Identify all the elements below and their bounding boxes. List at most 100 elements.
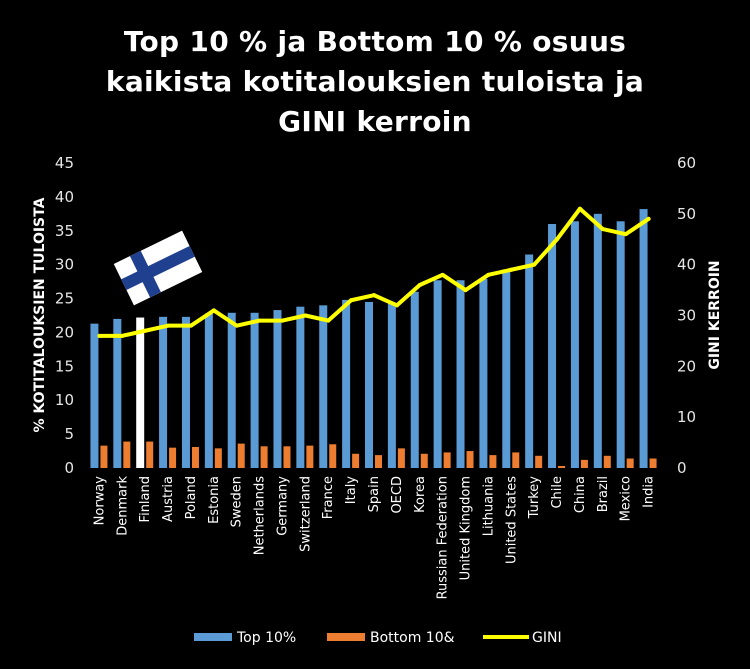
gini-point <box>532 262 537 267</box>
category-label: Austria <box>161 476 176 522</box>
bar-top10-france <box>319 305 328 468</box>
bar-bottom10-denmark <box>123 441 131 468</box>
gini-point <box>417 283 422 287</box>
bar-top10-germany <box>273 310 282 468</box>
gini-point <box>555 237 560 242</box>
bar-top10-korea <box>410 291 419 468</box>
chart-title-line: kaikista kotitalouksien tuloista ja <box>105 65 645 98</box>
category-label: Korea <box>413 476 428 513</box>
left-tick-label: 25 <box>55 290 74 308</box>
category-label: Brazil <box>596 476 611 512</box>
bar-bottom10-netherlands <box>260 446 268 468</box>
left-tick-label: 20 <box>55 323 74 341</box>
bar-top10-norway <box>90 323 99 468</box>
gini-point <box>646 216 651 221</box>
bar-top10-italy <box>342 299 351 468</box>
bar-top10-china <box>570 221 579 468</box>
bar-top10-oecd <box>387 303 396 468</box>
right-tick-label: 10 <box>677 408 696 426</box>
category-label: Estonia <box>207 476 222 524</box>
left-tick-label: 5 <box>64 425 74 443</box>
flag-cross-horizontal <box>121 245 195 291</box>
gini-point <box>349 298 354 303</box>
gini-line-series <box>97 206 651 338</box>
category-label: Sweden <box>230 476 245 527</box>
bar-top10-estonia <box>204 313 213 468</box>
bar-top10-russian-federation <box>433 280 442 468</box>
category-label: United States <box>504 476 519 564</box>
gini-point <box>97 333 102 338</box>
bar-top10-united-kingdom <box>456 280 465 468</box>
bar-top10-sweden <box>227 312 236 468</box>
bar-top10-switzerland <box>296 306 305 468</box>
bar-bottom10-estonia <box>214 448 222 468</box>
bar-bottom10-sweden <box>237 443 245 468</box>
chart-title-line: Top 10 % ja Bottom 10 % osuus <box>123 25 627 58</box>
category-label: France <box>321 476 336 519</box>
bar-top10-austria <box>159 316 168 468</box>
bar-bottom10-united-kingdom <box>466 451 474 468</box>
gini-point <box>257 318 262 323</box>
bar-top10-brazil <box>593 213 602 468</box>
gini-point <box>188 323 193 328</box>
left-axis-label: % KOTITALOUKSIEN TULOISTA <box>32 197 48 432</box>
category-label: Spain <box>367 476 382 512</box>
left-tick-label: 45 <box>55 154 74 172</box>
top10-bars <box>90 209 648 469</box>
gini-point <box>303 313 308 318</box>
left-axis-ticks: 0 5 10 15 20 25 30 35 40 45 <box>55 154 74 477</box>
category-label: Lithuania <box>481 476 496 536</box>
category-label: Netherlands <box>253 476 268 555</box>
legend-label-bottom10: Bottom 10& <box>370 630 455 646</box>
bar-bottom10-finland <box>146 441 154 468</box>
category-label: Switzerland <box>298 476 313 552</box>
gini-point <box>326 318 331 323</box>
gini-point <box>120 333 125 338</box>
bar-bottom10-united-states <box>512 452 520 468</box>
bar-bottom10-india <box>649 458 657 468</box>
legend: Top 10% Bottom 10& GINI <box>194 630 562 646</box>
legend-swatch-bottom10 <box>327 633 365 641</box>
category-label: Denmark <box>115 476 130 536</box>
category-label: India <box>642 476 657 508</box>
bar-bottom10-poland <box>191 446 199 468</box>
bar-top10-united-states <box>502 269 511 468</box>
gini-point <box>394 303 399 308</box>
right-tick-label: 40 <box>677 256 696 274</box>
gini-point <box>463 288 468 293</box>
left-tick-label: 0 <box>64 459 74 477</box>
bar-bottom10-lithuania <box>489 455 497 468</box>
right-axis-label: GINI KERROIN <box>707 260 723 369</box>
bar-bottom10-switzerland <box>306 445 314 468</box>
bar-bottom10-china <box>580 459 588 468</box>
gini-point <box>623 232 628 237</box>
legend-swatch-top10 <box>194 633 232 641</box>
bar-top10-india <box>639 209 648 469</box>
bar-bottom10-oecd <box>397 448 405 468</box>
left-tick-label: 30 <box>55 256 74 274</box>
bar-top10-denmark <box>113 318 122 468</box>
bar-bottom10-italy <box>352 453 360 468</box>
bar-top10-spain <box>365 301 373 468</box>
gini-point <box>509 267 514 272</box>
category-label: Norway <box>92 476 107 526</box>
bar-bottom10-turkey <box>535 455 543 468</box>
category-label: Turkey <box>527 476 542 520</box>
category-label: Germany <box>275 476 290 536</box>
bar-top10-chile <box>548 224 557 468</box>
bar-top10-turkey <box>525 254 534 468</box>
bar-bottom10-france <box>329 444 337 468</box>
right-tick-label: 50 <box>677 205 696 223</box>
bar-top10-poland <box>181 316 190 468</box>
category-label: Chile <box>550 476 565 509</box>
gini-point <box>440 272 445 277</box>
bar-bottom10-germany <box>283 446 291 468</box>
category-label: Italy <box>344 476 359 505</box>
gini-point <box>280 318 285 323</box>
left-tick-label: 35 <box>55 222 74 240</box>
bar-bottom10-spain <box>375 455 382 468</box>
legend-label-gini: GINI <box>532 630 562 646</box>
bar-bottom10-norway <box>100 445 108 468</box>
bar-bottom10-chile <box>558 465 566 468</box>
